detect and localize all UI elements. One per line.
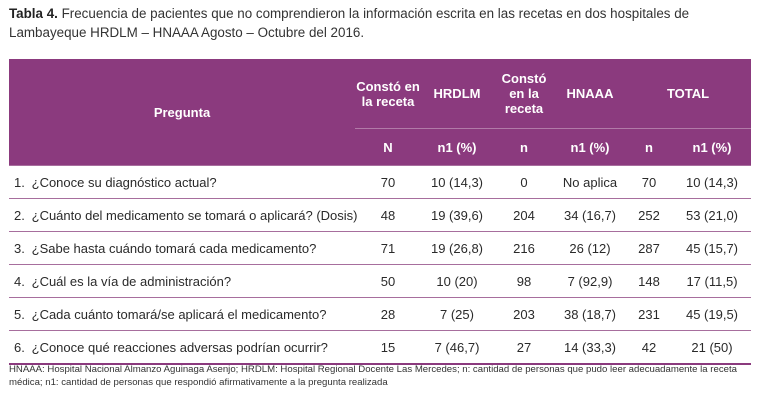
cell-total-n1: 45 (19,5) — [673, 297, 751, 331]
question-text: ¿Conoce su diagnóstico actual? — [31, 174, 217, 190]
cell-consto-hnaaa: 98 — [493, 264, 555, 298]
cell-consto-hrdlm: 71 — [355, 231, 421, 265]
subheader-n1-hnaaa: n1 (%) — [555, 128, 625, 166]
cell-hrdlm: 10 (14,3) — [421, 165, 493, 199]
cell-hrdlm: 19 (26,8) — [421, 231, 493, 265]
question-cell: 4. ¿Cuál es la vía de administración? — [9, 264, 355, 298]
header-consto-hrdlm: Constó en la receta — [355, 59, 421, 129]
question-number: 1. — [14, 174, 25, 190]
cell-consto-hrdlm: 48 — [355, 198, 421, 232]
question-cell: 6. ¿Conoce qué reacciones adversas podrí… — [9, 330, 355, 365]
cell-total-n1: 45 (15,7) — [673, 231, 751, 265]
question-text: ¿Conoce qué reacciones adversas podrían … — [31, 339, 328, 355]
cell-hnaaa: 14 (33,3) — [555, 330, 625, 365]
table-row: 1. ¿Conoce su diagnóstico actual? 70 10 … — [9, 165, 751, 199]
cell-consto-hnaaa: 216 — [493, 231, 555, 265]
table-row: 4. ¿Cuál es la vía de administración? 50… — [9, 264, 751, 298]
cell-hrdlm: 10 (20) — [421, 264, 493, 298]
cell-consto-hrdlm: 15 — [355, 330, 421, 365]
cell-total-n: 148 — [625, 264, 673, 298]
subheader-n-hrdlm: N — [355, 128, 421, 166]
cell-consto-hrdlm: 28 — [355, 297, 421, 331]
subheader-n-hnaaa: n — [493, 128, 555, 166]
cell-hnaaa: 34 (16,7) — [555, 198, 625, 232]
question-cell: 3. ¿Sabe hasta cuándo tomará cada medica… — [9, 231, 355, 265]
cell-hnaaa: 38 (18,7) — [555, 297, 625, 331]
cell-total-n1: 53 (21,0) — [673, 198, 751, 232]
cell-total-n1: 10 (14,3) — [673, 165, 751, 199]
subheader-n1-hrdlm: n1 (%) — [421, 128, 493, 166]
question-text: ¿Cuál es la vía de administración? — [31, 273, 232, 289]
caption-text: Frecuencia de pacientes que no comprendi… — [9, 6, 690, 40]
question-number: 2. — [14, 207, 25, 223]
cell-consto-hnaaa: 27 — [493, 330, 555, 365]
cell-consto-hnaaa: 204 — [493, 198, 555, 232]
cell-total-n: 42 — [625, 330, 673, 365]
header-pregunta: Pregunta — [9, 59, 355, 166]
caption-label: Tabla 4. — [9, 6, 58, 21]
cell-total-n1: 17 (11,5) — [673, 264, 751, 298]
question-number: 6. — [14, 339, 25, 355]
cell-total-n1: 21 (50) — [673, 330, 751, 365]
subheader-n1-total: n1 (%) — [673, 128, 751, 166]
question-cell: 1. ¿Conoce su diagnóstico actual? — [9, 165, 355, 199]
question-cell: 5. ¿Cada cuánto tomará/se aplicará el me… — [9, 297, 355, 331]
header-consto-hnaaa: Constó en la receta — [493, 59, 555, 129]
question-text: ¿Sabe hasta cuándo tomará cada medicamen… — [31, 240, 317, 256]
table-row: 6. ¿Conoce qué reacciones adversas podrí… — [9, 330, 751, 365]
question-number: 5. — [14, 306, 25, 322]
cell-total-n: 287 — [625, 231, 673, 265]
cell-hrdlm: 7 (46,7) — [421, 330, 493, 365]
question-number: 4. — [14, 273, 25, 289]
cell-total-n: 231 — [625, 297, 673, 331]
question-text: ¿Cada cuánto tomará/se aplicará el medic… — [31, 306, 327, 322]
cell-hrdlm: 7 (25) — [421, 297, 493, 331]
cell-hrdlm: 19 (39,6) — [421, 198, 493, 232]
table-row: 3. ¿Sabe hasta cuándo tomará cada medica… — [9, 231, 751, 265]
cell-consto-hnaaa: 203 — [493, 297, 555, 331]
table-footnote: HNAAA: Hospital Nacional Almanzo Aguinag… — [9, 364, 737, 388]
table-row: 2. ¿Cuánto del medicamento se tomará o a… — [9, 198, 751, 232]
subheader-n-total: n — [625, 128, 673, 166]
question-number: 3. — [14, 240, 25, 256]
question-text: ¿Cuánto del medicamento se tomará o apli… — [31, 207, 358, 223]
cell-consto-hrdlm: 50 — [355, 264, 421, 298]
table-caption: Tabla 4. Frecuencia de pacientes que no … — [9, 4, 754, 42]
header-hnaaa: HNAAA — [555, 59, 625, 129]
question-cell: 2. ¿Cuánto del medicamento se tomará o a… — [9, 198, 358, 232]
table-row: 5. ¿Cada cuánto tomará/se aplicará el me… — [9, 297, 751, 331]
cell-consto-hrdlm: 70 — [355, 165, 421, 199]
cell-consto-hnaaa: 0 — [493, 165, 555, 199]
cell-hnaaa: 26 (12) — [555, 231, 625, 265]
frequency-table: Pregunta Constó en la receta HRDLM Const… — [9, 59, 751, 365]
cell-hnaaa: 7 (92,9) — [555, 264, 625, 298]
cell-hnaaa: No aplica — [555, 165, 625, 199]
header-total: TOTAL — [625, 59, 751, 129]
cell-total-n: 70 — [625, 165, 673, 199]
header-hrdlm: HRDLM — [421, 59, 493, 129]
cell-total-n: 252 — [625, 198, 673, 232]
